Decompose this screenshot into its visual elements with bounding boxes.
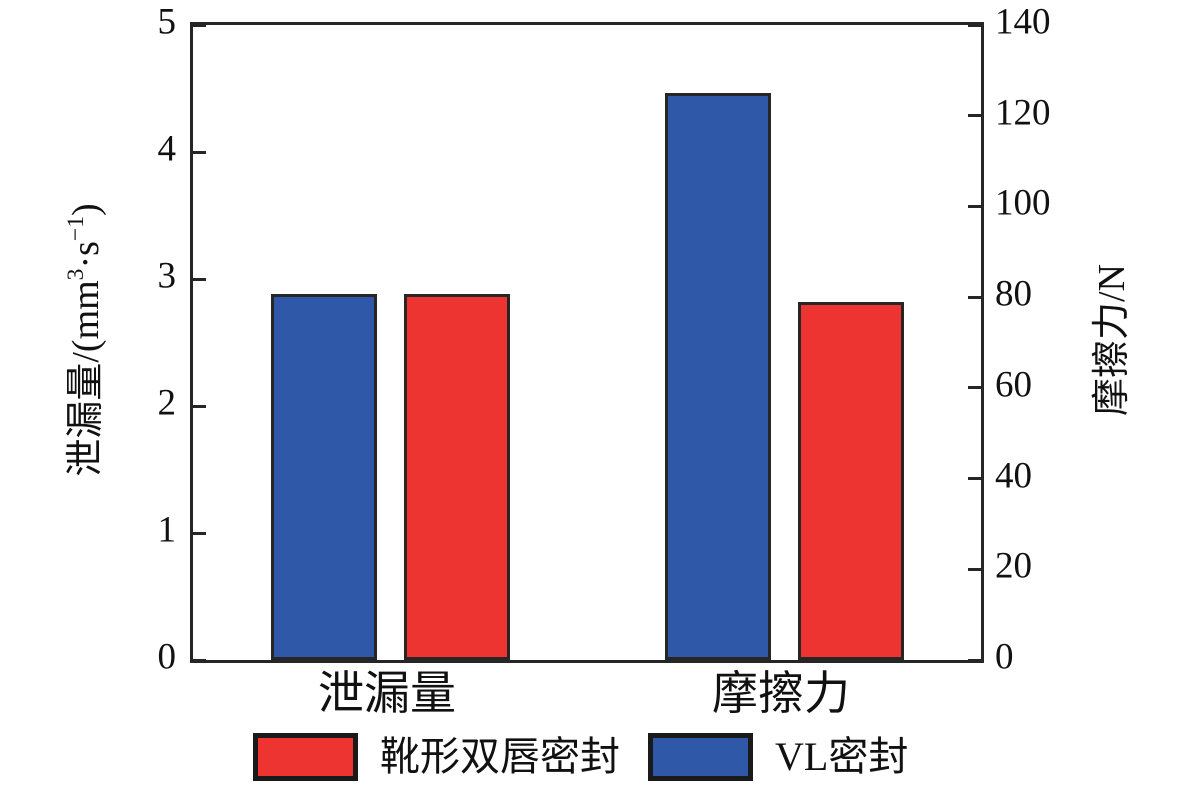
- legend-label-2: VL密封: [775, 734, 909, 779]
- right-tick-label: 40: [995, 455, 1032, 497]
- right-tick-label: 100: [995, 182, 1051, 224]
- left-tick-label: 1: [157, 509, 177, 551]
- left-axis-tick: [193, 531, 206, 535]
- right-axis-tick: [968, 477, 981, 481]
- left-axis-title: 泄漏量/(mm3·s−1): [62, 203, 108, 477]
- bar-靴形双唇密封-摩擦力: [797, 301, 904, 660]
- right-tick-label: 0: [995, 636, 1014, 678]
- category-label-1: 泄漏量: [318, 668, 456, 719]
- right-axis-tick: [968, 295, 981, 299]
- bar-VL密封-泄漏量: [270, 294, 377, 660]
- plot-area: [190, 22, 984, 663]
- left-tick-label: 4: [157, 128, 177, 170]
- right-axis-tick: [968, 114, 981, 118]
- right-tick-label: 80: [995, 273, 1032, 315]
- left-tick-label: 5: [157, 1, 177, 43]
- legend-swatch-2: [648, 733, 753, 781]
- right-axis-title: 摩擦力/N: [1091, 263, 1133, 417]
- right-axis-tick: [968, 658, 981, 662]
- left-tick-label: 2: [157, 382, 177, 424]
- right-axis-tick: [968, 23, 981, 27]
- category-label-2: 摩擦力: [712, 668, 850, 719]
- left-axis-tick: [193, 150, 206, 154]
- legend-label-1: 靴形双唇密封: [380, 734, 620, 779]
- left-axis-tick: [193, 277, 206, 281]
- right-tick-label: 120: [995, 92, 1051, 134]
- left-axis-tick: [193, 23, 206, 27]
- legend-swatch-1: [253, 733, 358, 781]
- right-tick-label: 60: [995, 364, 1032, 406]
- left-axis-title-sup-inverse: −1: [62, 216, 89, 242]
- left-tick-label: 3: [157, 255, 177, 297]
- left-axis-title-close-paren: ): [65, 203, 108, 217]
- right-axis-tick: [968, 567, 981, 571]
- left-tick-label: 0: [157, 636, 177, 678]
- left-axis-tick: [193, 404, 206, 408]
- legend-item-2: VL密封: [648, 733, 908, 781]
- right-axis-tick: [968, 386, 981, 390]
- right-tick-label: 140: [995, 1, 1051, 43]
- bar-VL密封-摩擦力: [664, 93, 771, 660]
- left-axis-title-text: 泄漏量/(mm: [65, 280, 108, 477]
- right-axis-tick: [968, 204, 981, 208]
- bar-靴形双唇密封-泄漏量: [403, 294, 510, 660]
- legend: 靴形双唇密封 VL密封: [253, 733, 908, 781]
- right-tick-label: 20: [995, 545, 1032, 587]
- left-axis-tick: [193, 658, 206, 662]
- legend-item-1: 靴形双唇密封: [253, 733, 620, 781]
